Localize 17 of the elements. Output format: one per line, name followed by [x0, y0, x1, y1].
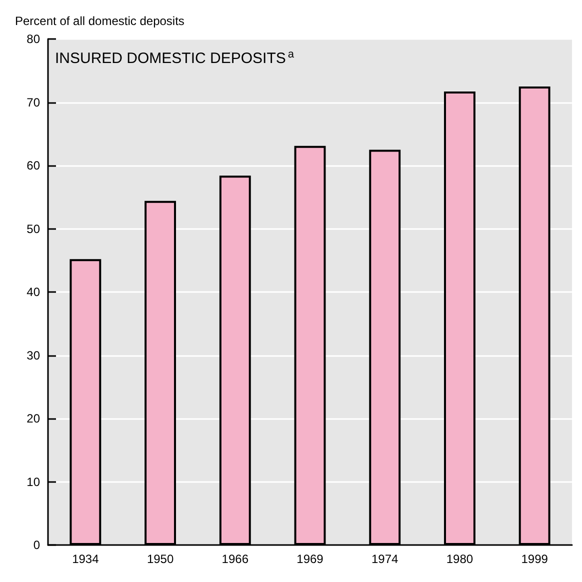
- y-tick-label: 40: [26, 285, 40, 299]
- y-tick-label: 10: [26, 474, 40, 489]
- x-tick-label: 1966: [222, 552, 249, 566]
- y-axis-title: Percent of all domestic deposits: [15, 14, 184, 28]
- x-tick-label: 1974: [372, 552, 399, 566]
- y-tick-label: 0: [33, 538, 40, 552]
- x-tick-label: 1999: [521, 552, 548, 566]
- y-tick-label: 30: [26, 348, 40, 362]
- x-tick-label: 1980: [446, 552, 474, 566]
- y-tick-label: 60: [26, 158, 40, 172]
- y-tick-label: 50: [26, 222, 40, 236]
- x-tick-label: 1969: [296, 552, 324, 566]
- x-tick-label: 1950: [146, 552, 174, 566]
- y-tick-label: 20: [26, 412, 40, 426]
- y-tick-label: 70: [26, 95, 40, 110]
- y-tick-label: 80: [26, 32, 40, 46]
- x-tick-label: 1934: [72, 552, 100, 566]
